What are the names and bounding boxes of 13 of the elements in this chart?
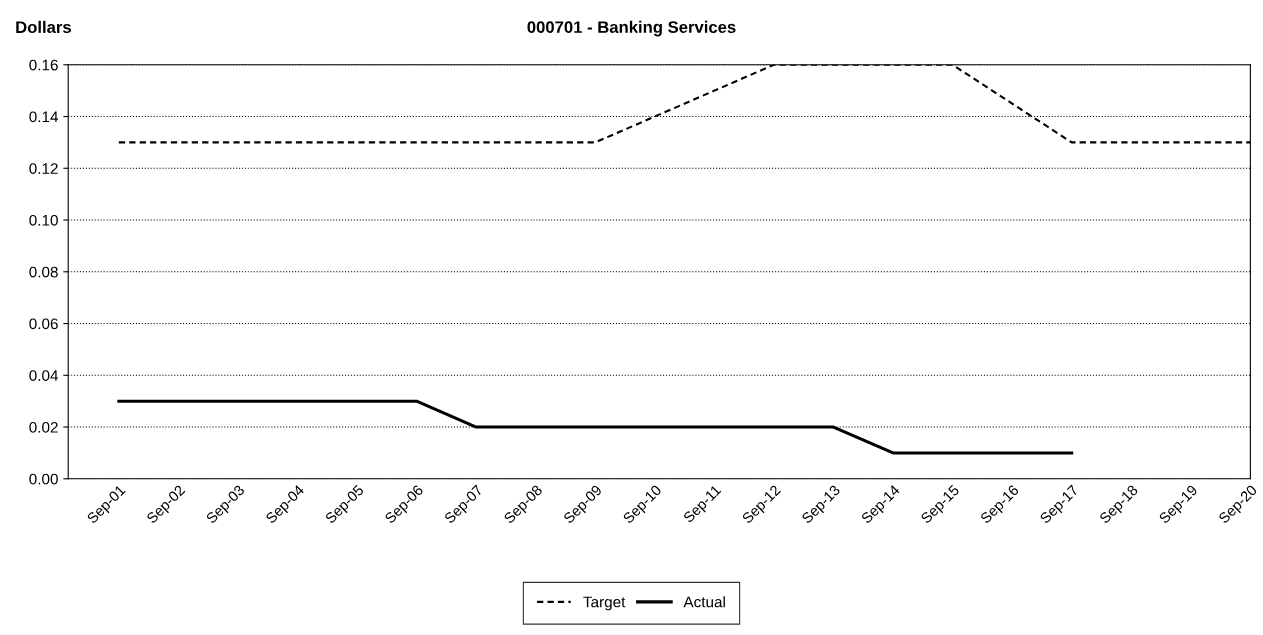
y-axis-title: Dollars [16, 20, 71, 34]
y-tick-label: 0.02 [29, 421, 58, 433]
y-tick-label: 0.14 [29, 111, 59, 123]
y-tick-label: 0.00 [29, 473, 58, 485]
legend-label: Target [583, 596, 626, 611]
y-tick-label: 0.16 [29, 59, 58, 71]
y-tick-label: 0.12 [29, 163, 58, 174]
y-tick-label: 0.10 [29, 214, 58, 226]
y-tick-label: 0.06 [29, 318, 58, 330]
y-tick-label: 0.08 [29, 266, 58, 278]
chart-title: 000701 - Banking Services [527, 20, 736, 37]
y-tick-label: 0.04 [29, 370, 59, 381]
legend-label: Actual [683, 596, 725, 608]
